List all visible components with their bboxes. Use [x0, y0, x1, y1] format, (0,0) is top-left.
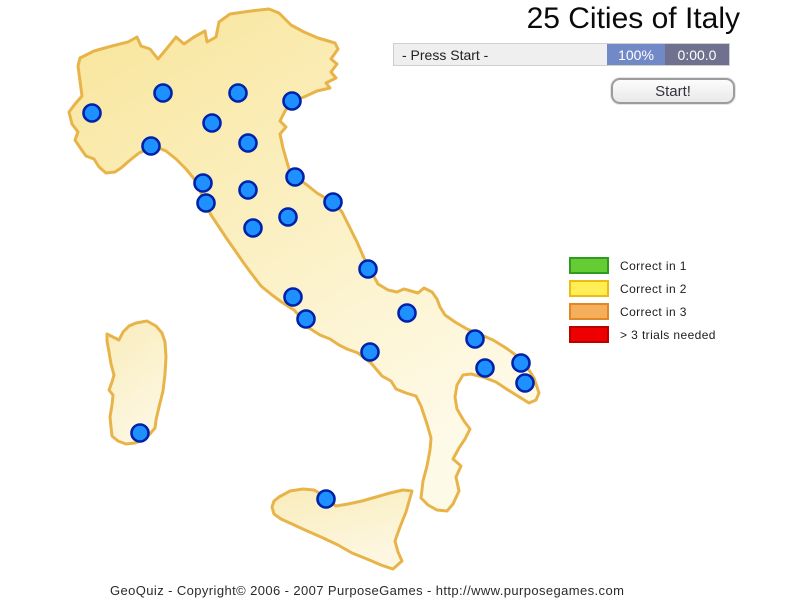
city-marker[interactable]	[282, 91, 302, 111]
legend-swatch	[569, 303, 609, 320]
city-marker[interactable]	[238, 180, 258, 200]
status-bar: - Press Start - 100% 0:00.0	[393, 43, 730, 66]
legend-swatch	[569, 326, 609, 343]
city-marker[interactable]	[153, 83, 173, 103]
sicily-island[interactable]	[270, 487, 414, 571]
status-message: - Press Start -	[394, 44, 607, 65]
city-marker[interactable]	[465, 329, 485, 349]
city-marker[interactable]	[130, 423, 150, 443]
city-marker[interactable]	[283, 287, 303, 307]
city-marker[interactable]	[360, 342, 380, 362]
city-marker[interactable]	[511, 353, 531, 373]
city-marker[interactable]	[202, 113, 222, 133]
city-marker[interactable]	[323, 192, 343, 212]
progress-indicator: 100%	[607, 44, 665, 65]
legend-swatch	[569, 280, 609, 297]
legend-row: Correct in 2	[569, 280, 716, 297]
timer-display: 0:00.0	[665, 44, 729, 65]
city-marker[interactable]	[196, 193, 216, 213]
city-marker[interactable]	[193, 173, 213, 193]
city-marker[interactable]	[141, 136, 161, 156]
legend-row: Correct in 1	[569, 257, 716, 274]
legend-row: > 3 trials needed	[569, 326, 716, 343]
legend-row: Correct in 3	[569, 303, 716, 320]
city-marker[interactable]	[278, 207, 298, 227]
legend-label: Correct in 2	[620, 281, 687, 296]
legend: Correct in 1 Correct in 2 Correct in 3 > 3 …	[569, 257, 716, 349]
page-title: 25 Cities of Italy	[526, 2, 740, 35]
footer-credits: GeoQuiz - Copyright© 2006 - 2007 Purpose…	[110, 583, 625, 598]
city-marker[interactable]	[243, 218, 263, 238]
legend-label: > 3 trials needed	[620, 327, 716, 342]
legend-swatch	[569, 257, 609, 274]
city-marker[interactable]	[228, 83, 248, 103]
legend-label: Correct in 3	[620, 304, 687, 319]
city-marker[interactable]	[82, 103, 102, 123]
city-marker[interactable]	[316, 489, 336, 509]
city-marker[interactable]	[475, 358, 495, 378]
city-marker[interactable]	[285, 167, 305, 187]
city-marker[interactable]	[358, 259, 378, 279]
city-marker[interactable]	[238, 133, 258, 153]
sardinia-island[interactable]	[105, 319, 168, 446]
city-marker[interactable]	[515, 373, 535, 393]
city-marker[interactable]	[397, 303, 417, 323]
map-cities	[82, 83, 535, 509]
legend-label: Correct in 1	[620, 258, 687, 273]
city-marker[interactable]	[296, 309, 316, 329]
start-button[interactable]: Start!	[611, 78, 735, 104]
